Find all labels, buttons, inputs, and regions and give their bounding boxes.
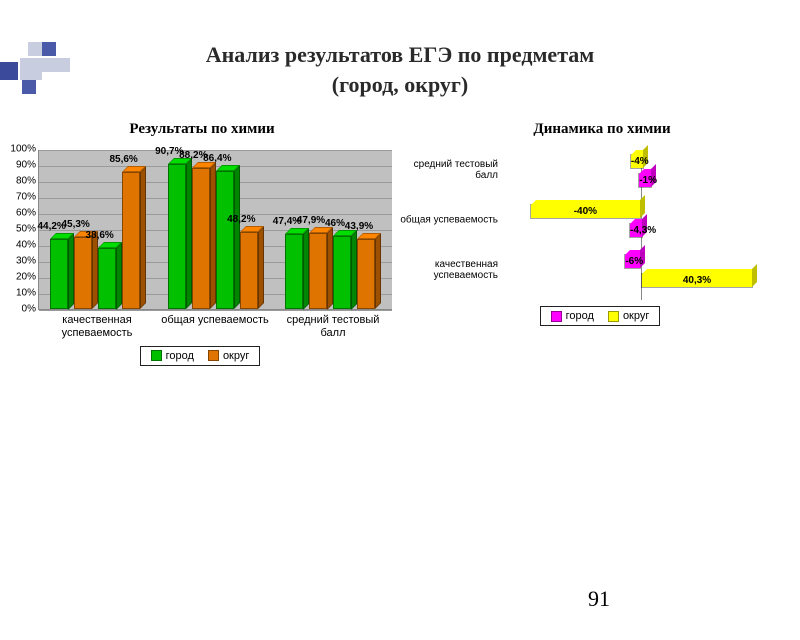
bar-ytick: 80% [16,176,39,187]
deco-square [0,62,18,80]
hbar-value-label: -1% [639,175,651,186]
bar-ytick: 100% [10,144,39,155]
bar-group: 44,2%45,3%38,6%85,6% [39,150,157,309]
hbar-row: общая успеваемость-40%-4,3% [502,200,780,240]
hbar: 40,3% [641,273,753,288]
charts-row: 44,2%45,3%38,6%85,6%90,7%88,2%86,4%48,2%… [0,150,800,365]
bar-legend: город округ [140,346,261,366]
hbar: -40% [530,204,641,219]
hbar-legend: город округ [540,306,661,326]
hbar-value-label: -4,3% [630,225,642,236]
deco-square [28,42,42,56]
bar-ytick: 20% [16,272,39,283]
hbar: -4,3% [629,223,643,238]
corner-decoration [0,40,90,105]
hbar-value-label: -6% [625,256,640,267]
bar-ytick: 0% [22,304,39,315]
deco-square [42,42,56,56]
legend-item: округ [208,350,249,362]
hbar-value-label: -40% [531,206,640,217]
deco-square [56,58,70,72]
bar-x-label: общая успеваемость [156,310,274,339]
bar-ytick: 90% [16,160,39,171]
dynamics-hbar-chart: средний тестовый балл -4% -1% общая успевае… [400,150,800,326]
bar-groups: 44,2%45,3%38,6%85,6%90,7%88,2%86,4%48,2%… [39,150,392,309]
title-line2: (город, округ) [332,72,468,97]
hbar-value-label: 40,3% [642,275,752,286]
hbar-row: средний тестовый балл-4%-1% [502,150,780,190]
bar-value-label: 43,9% [345,221,373,232]
legend-item: город [151,350,194,362]
bar-ytick: 10% [16,288,39,299]
deco-square [22,80,36,94]
bar-value-label: 46% [325,218,345,229]
page-title: Анализ результатов ЕГЭ по предметам (гор… [0,40,800,99]
hbar-y-label: общая успеваемость [398,215,498,226]
hbar-plot-area: средний тестовый балл-4%-1%общая успевае… [502,150,780,300]
bar-ytick: 50% [16,224,39,235]
hbar: -6% [624,254,641,269]
hbar: -4% [630,154,644,169]
deco-square [20,58,42,80]
bar-value-label: 86,4% [203,153,231,164]
bar-value-label: 48,2% [227,214,255,225]
bar-value-label: 85,6% [109,154,137,165]
subtitles: Результаты по химии Динамика по химии [0,121,800,138]
bar-value-label: 45,3% [61,219,89,230]
title-line1: Анализ результатов ЕГЭ по предметам [206,42,595,67]
subtitle-right: Динамика по химии [533,121,670,138]
page-number: 91 [588,586,610,612]
legend-item: округ [608,310,649,322]
hbar-y-label: средний тестовый балл [398,159,498,181]
hbar-value-label: -4% [631,156,643,167]
bar-plot-area: 44,2%45,3%38,6%85,6%90,7%88,2%86,4%48,2%… [38,150,392,310]
subtitle-left: Результаты по химии [129,121,274,138]
bar-x-labels: качественная успеваемостьобщая успеваемо… [38,310,392,339]
bar-ytick: 60% [16,208,39,219]
bar-x-label: качественная успеваемость [38,310,156,339]
hbar: -1% [638,173,652,188]
deco-square [42,58,56,72]
hbar-row: качественная успеваемость-6%40,3% [502,250,780,290]
bar-value-label: 47,9% [297,215,325,226]
bar-group: 90,7%88,2%86,4%48,2% [157,150,275,309]
hbar-y-label: качественная успеваемость [398,259,498,281]
results-bar-chart: 44,2%45,3%38,6%85,6%90,7%88,2%86,4%48,2%… [0,150,400,365]
bar-group: 47,4%47,9%46%43,9% [274,150,392,309]
bar-ytick: 70% [16,192,39,203]
bar-x-label: средний тестовый балл [274,310,392,339]
bar-value-label: 38,6% [85,230,113,241]
bar-ytick: 40% [16,240,39,251]
legend-item: город [551,310,594,322]
bar-ytick: 30% [16,256,39,267]
